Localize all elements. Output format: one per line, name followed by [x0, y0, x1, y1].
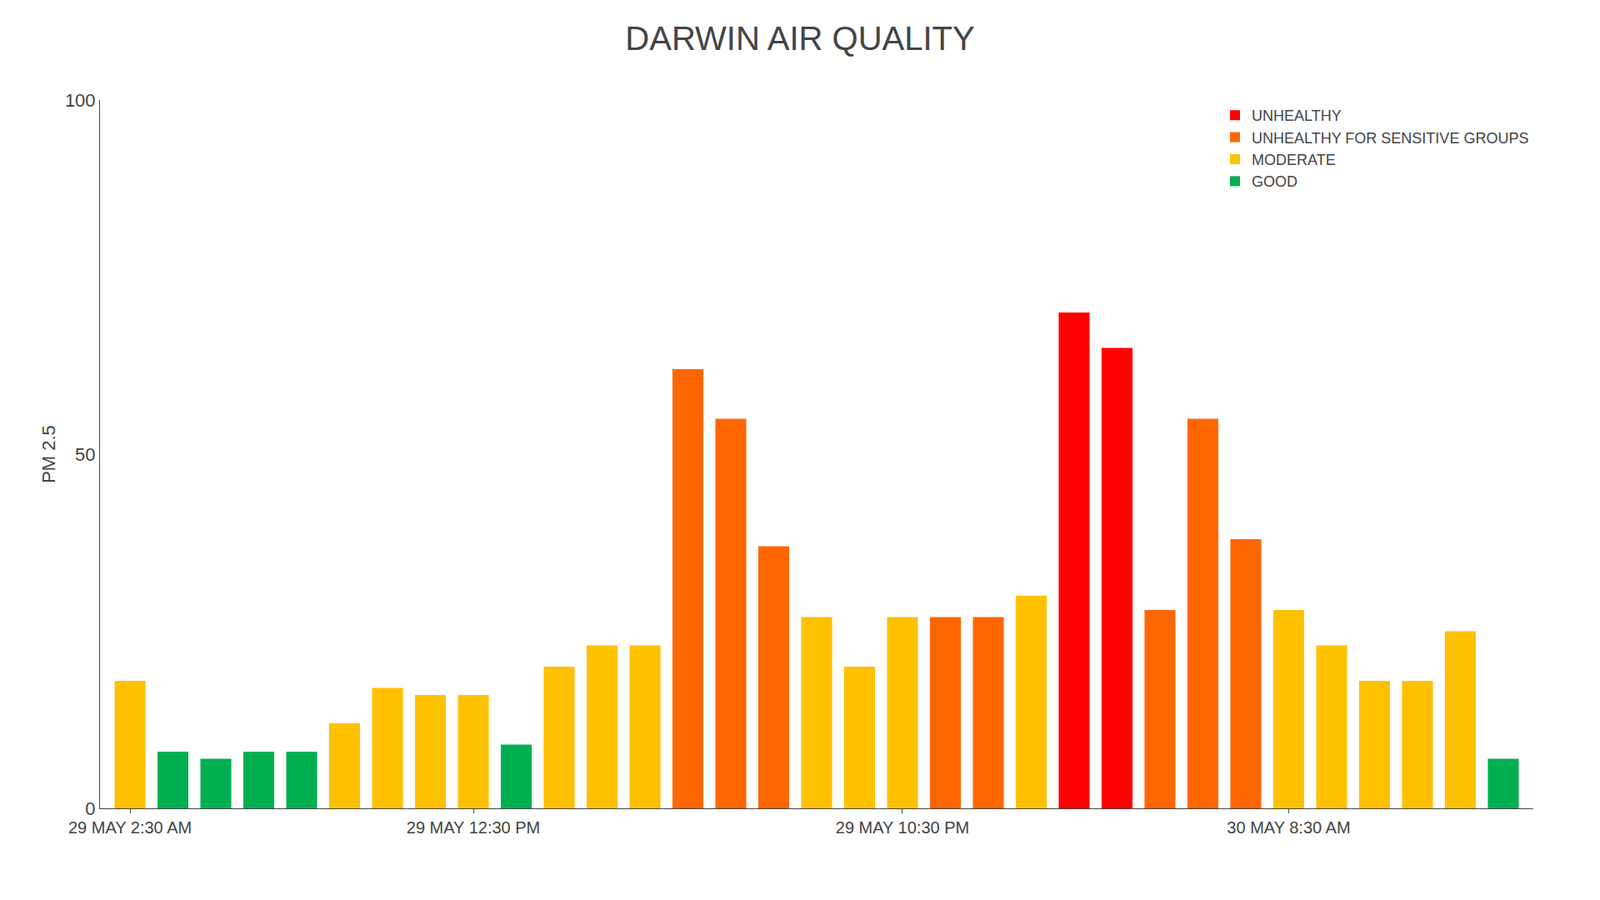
svg-text:29 MAY 10:30 PM: 29 MAY 10:30 PM [835, 818, 970, 837]
svg-text:UNHEALTHY FOR SENSITIVE GROUPS: UNHEALTHY FOR SENSITIVE GROUPS [1251, 130, 1529, 147]
svg-text:0: 0 [85, 798, 95, 820]
svg-text:UNHEALTHY: UNHEALTHY [1251, 107, 1342, 125]
svg-text:DARWIN AIR QUALITY: DARWIN AIR QUALITY [625, 20, 975, 57]
svg-text:GOOD: GOOD [1251, 173, 1298, 190]
svg-text:MODERATE: MODERATE [1251, 151, 1336, 169]
svg-text:30 MAY 8:30 AM: 30 MAY 8:30 AM [1226, 818, 1350, 837]
svg-text:29 MAY 2:30 AM: 29 MAY 2:30 AM [68, 818, 192, 837]
svg-text:50: 50 [75, 444, 95, 465]
svg-text:29 MAY 12:30 PM: 29 MAY 12:30 PM [406, 818, 540, 837]
svg-text:PM 2.5: PM 2.5 [38, 425, 60, 484]
svg-text:100: 100 [65, 90, 96, 111]
